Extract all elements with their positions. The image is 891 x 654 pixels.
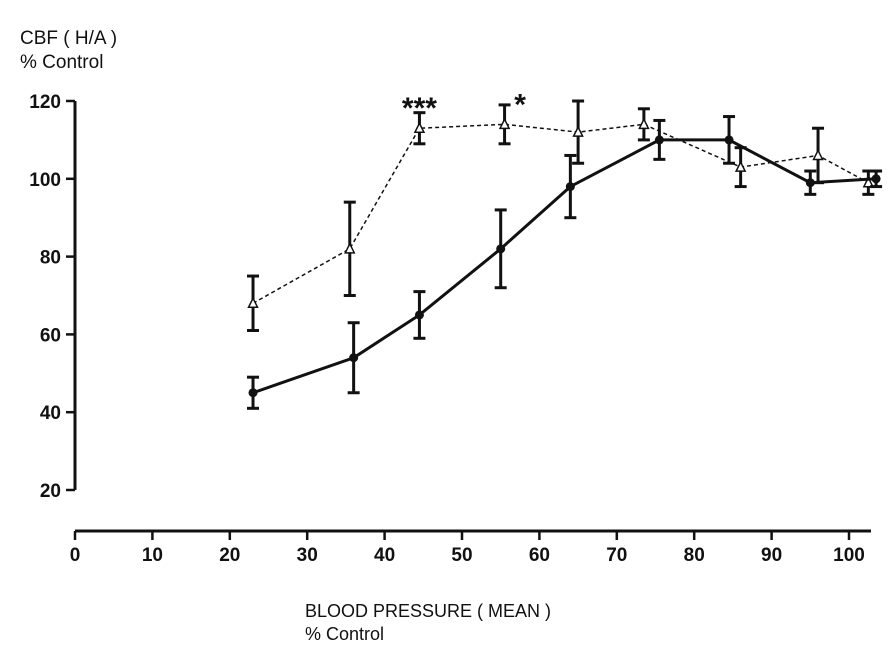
x-axis-title: BLOOD PRESSURE ( MEAN ) % Control bbox=[305, 601, 551, 644]
series-1-point bbox=[572, 125, 584, 137]
x-axis-title-line-1: BLOOD PRESSURE ( MEAN ) bbox=[305, 601, 551, 621]
y-tick-label: 20 bbox=[40, 481, 61, 502]
series-2-point bbox=[654, 135, 664, 145]
series-1-point bbox=[344, 242, 356, 254]
series-2-point bbox=[414, 310, 424, 320]
series-1-point bbox=[413, 121, 426, 133]
x-tick-label: 40 bbox=[374, 545, 395, 566]
series-2-point bbox=[724, 135, 734, 145]
series-1-line bbox=[252, 123, 869, 304]
significance-marker: *** bbox=[402, 92, 437, 125]
series-1-point bbox=[638, 117, 650, 130]
y-tick-label: 40 bbox=[40, 403, 61, 424]
series-2-point bbox=[496, 244, 506, 254]
series-1-point bbox=[498, 117, 511, 130]
y-axis-title: CBF ( H/A ) % Control bbox=[20, 28, 117, 73]
x-axis-title-line-2: % Control bbox=[305, 624, 384, 644]
x-tick-label: 20 bbox=[219, 545, 240, 566]
series-1-point bbox=[734, 160, 747, 172]
x-tick-label: 0 bbox=[70, 545, 81, 566]
y-tick-label: 80 bbox=[40, 248, 61, 269]
y-axis-title-line-2: % Control bbox=[20, 52, 103, 73]
series-2-line bbox=[252, 138, 877, 395]
series-2-point bbox=[565, 182, 575, 192]
x-tick-label: 80 bbox=[684, 545, 705, 566]
series-2-point bbox=[871, 174, 881, 184]
significance-annotations: *** * bbox=[402, 88, 526, 125]
x-tick-label: 50 bbox=[451, 545, 472, 566]
y-axis-ticks: 20 40 60 80 100 120 bbox=[29, 92, 75, 502]
y-tick-label: 100 bbox=[29, 170, 61, 191]
x-tick-label: 30 bbox=[297, 545, 318, 566]
y-axis-title-line-1: CBF ( H/A ) bbox=[20, 28, 117, 49]
series-1-point bbox=[812, 148, 824, 161]
x-tick-label: 10 bbox=[142, 545, 163, 566]
y-tick-label: 60 bbox=[40, 325, 61, 346]
series-2-point bbox=[805, 178, 815, 188]
x-tick-label: 70 bbox=[606, 545, 627, 566]
x-tick-label: 100 bbox=[833, 545, 865, 566]
series-2-point bbox=[248, 388, 258, 398]
plot-area bbox=[247, 99, 883, 410]
series-1-point bbox=[247, 296, 259, 309]
x-tick-label: 60 bbox=[529, 545, 550, 566]
x-axis-ticks: 0 10 20 30 40 50 60 70 80 90 100 bbox=[70, 531, 865, 566]
series-2-point bbox=[349, 353, 359, 363]
y-tick-label: 120 bbox=[29, 92, 61, 113]
significance-marker: * bbox=[514, 88, 526, 121]
x-tick-label: 90 bbox=[761, 545, 782, 566]
series-1-point bbox=[862, 176, 875, 188]
